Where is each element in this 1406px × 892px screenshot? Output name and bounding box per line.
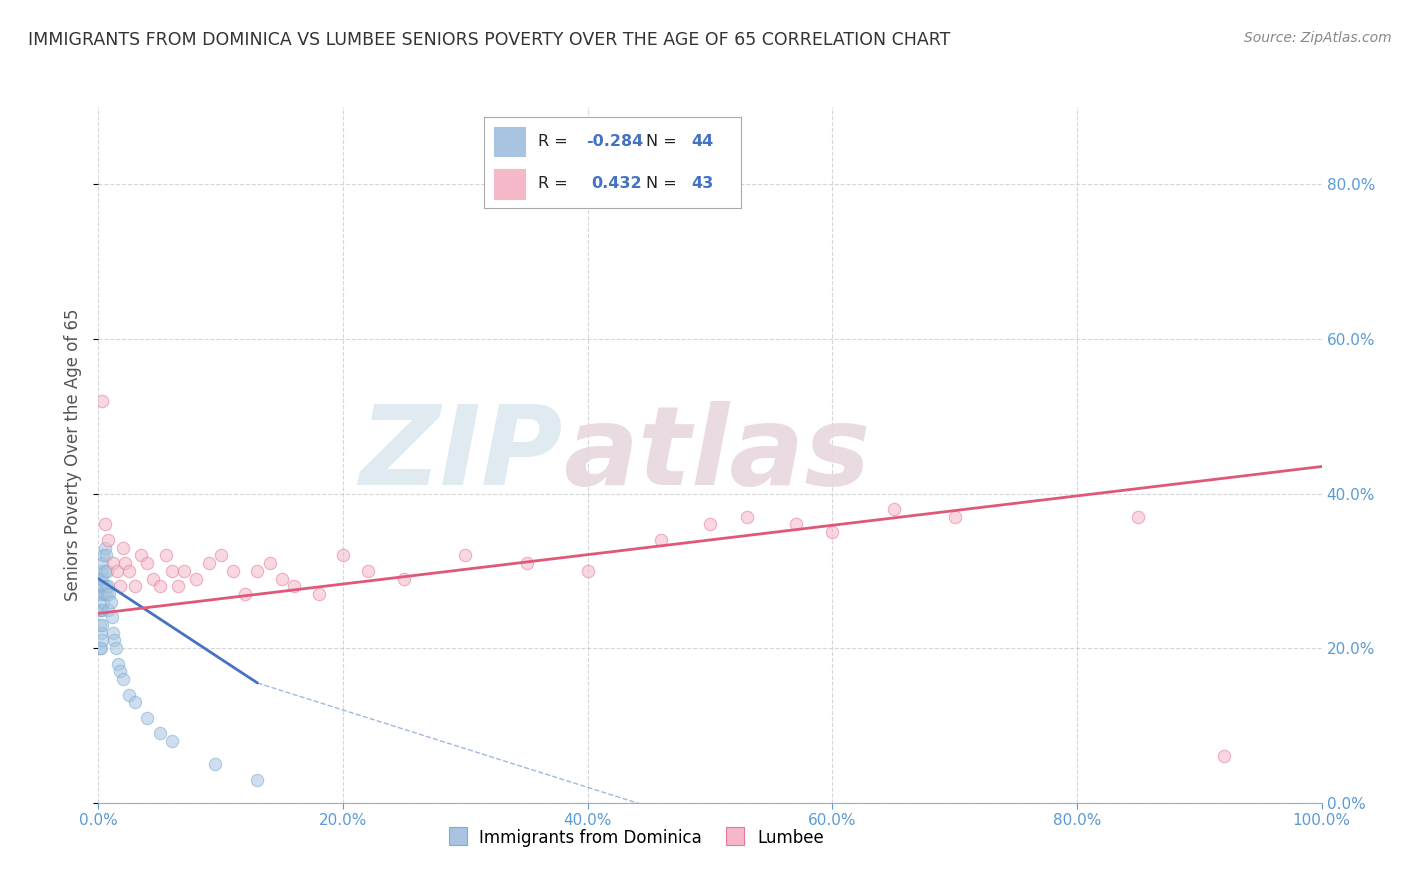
Point — [91, 595, 114, 609]
Point — [454, 549, 477, 563]
Point — [167, 579, 190, 593]
Point — [91, 602, 114, 616]
Point — [233, 587, 256, 601]
Point — [129, 549, 152, 563]
Point — [89, 618, 111, 632]
Point — [91, 572, 114, 586]
Text: atlas: atlas — [564, 401, 870, 508]
Point — [270, 572, 294, 586]
Point — [124, 579, 146, 593]
Point — [91, 587, 114, 601]
Point — [259, 556, 281, 570]
Point — [90, 564, 112, 578]
Point — [91, 579, 114, 593]
Point — [89, 587, 111, 601]
Point — [93, 587, 115, 601]
Point — [186, 572, 208, 586]
Point — [91, 618, 114, 632]
Text: ZIP: ZIP — [360, 401, 564, 508]
Point — [515, 556, 537, 570]
Point — [785, 517, 807, 532]
Point — [149, 579, 172, 593]
Point — [136, 711, 159, 725]
Point — [93, 541, 115, 555]
Point — [142, 572, 165, 586]
Point — [101, 556, 124, 570]
Point — [283, 579, 305, 593]
Point — [94, 579, 117, 593]
Point — [97, 579, 120, 593]
Point — [103, 633, 125, 648]
Point — [246, 772, 269, 787]
Point — [699, 517, 721, 532]
Point — [101, 625, 124, 640]
Point — [104, 641, 127, 656]
Point — [160, 564, 183, 578]
Point — [124, 695, 146, 709]
Point — [96, 587, 118, 601]
Text: IMMIGRANTS FROM DOMINICA VS LUMBEE SENIORS POVERTY OVER THE AGE OF 65 CORRELATIO: IMMIGRANTS FROM DOMINICA VS LUMBEE SENIO… — [28, 31, 950, 49]
Point — [90, 641, 112, 656]
Point — [97, 533, 120, 547]
Point — [101, 610, 124, 624]
Y-axis label: Seniors Poverty Over the Age of 65: Seniors Poverty Over the Age of 65 — [65, 309, 83, 601]
Point — [91, 393, 114, 408]
Point — [90, 602, 112, 616]
Point — [91, 633, 114, 648]
Point — [111, 541, 134, 555]
Point — [90, 579, 112, 593]
Point — [204, 757, 226, 772]
Point — [107, 657, 129, 671]
Point — [149, 726, 172, 740]
Point — [91, 556, 114, 570]
Point — [576, 564, 599, 578]
Point — [98, 587, 121, 601]
Point — [1128, 509, 1150, 524]
Point — [222, 564, 245, 578]
Point — [110, 665, 132, 679]
Point — [110, 579, 132, 593]
Text: Source: ZipAtlas.com: Source: ZipAtlas.com — [1244, 31, 1392, 45]
Point — [114, 556, 136, 570]
Point — [173, 564, 195, 578]
Point — [111, 672, 134, 686]
Point — [392, 572, 416, 586]
Point — [821, 525, 844, 540]
Point — [105, 564, 128, 578]
Point — [89, 641, 111, 656]
Point — [89, 602, 111, 616]
Point — [136, 556, 159, 570]
Point — [197, 556, 219, 570]
Point — [100, 595, 122, 609]
Point — [160, 734, 183, 748]
Point — [650, 533, 672, 547]
Point — [1212, 749, 1234, 764]
Point — [93, 517, 115, 532]
Point — [735, 509, 758, 524]
Point — [118, 564, 141, 578]
Point — [118, 688, 141, 702]
Point — [96, 564, 118, 578]
Point — [308, 587, 330, 601]
Point — [97, 602, 120, 616]
Point — [246, 564, 269, 578]
Legend: Immigrants from Dominica, Lumbee: Immigrants from Dominica, Lumbee — [443, 822, 831, 854]
Point — [209, 549, 232, 563]
Point — [943, 509, 966, 524]
Point — [883, 502, 905, 516]
Point — [89, 572, 111, 586]
Point — [332, 549, 354, 563]
Point — [91, 549, 114, 563]
Point — [93, 564, 115, 578]
Point — [90, 625, 112, 640]
Point — [94, 549, 117, 563]
Point — [155, 549, 177, 563]
Point — [356, 564, 378, 578]
